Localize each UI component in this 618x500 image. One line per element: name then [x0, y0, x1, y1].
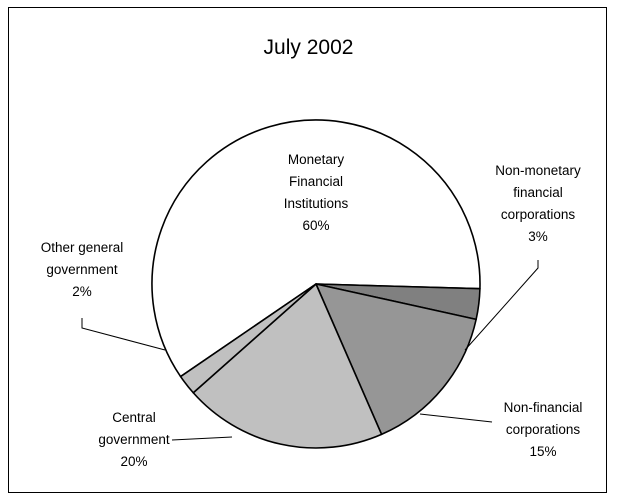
leader-line — [419, 413, 493, 423]
slice-label: Other general government 2% — [41, 240, 124, 299]
leader-line — [171, 436, 233, 441]
slice-label: Non-monetary financial corporations 3% — [495, 163, 581, 244]
pie-slice — [192, 283, 383, 449]
slice-label: Non-financial corporations 15% — [504, 400, 583, 459]
leader-line — [81, 318, 166, 351]
leader-line — [464, 260, 539, 351]
slice-label: Monetary Financial Institutions 60% — [284, 152, 349, 233]
pie-slice — [151, 119, 481, 378]
pie-slice — [315, 283, 477, 436]
chart-title: July 2002 — [263, 36, 354, 59]
slice-label: Central government 20% — [98, 410, 170, 469]
pie-slice — [179, 283, 317, 394]
